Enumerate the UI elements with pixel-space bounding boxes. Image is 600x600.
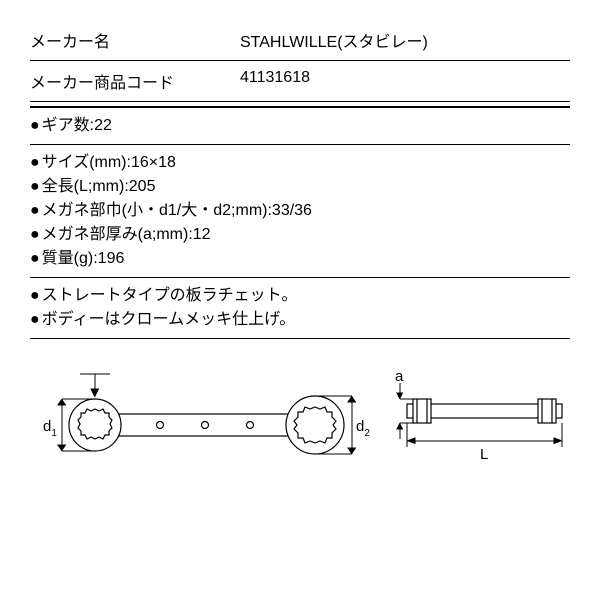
bullet-icon: ● (30, 154, 40, 171)
a-label: a (395, 369, 404, 385)
wrench-top-view: d1 d2 (40, 369, 370, 469)
bullet-icon: ● (30, 250, 40, 267)
spec-ring-thick: メガネ部厚み(a;mm):12 (42, 226, 211, 243)
gear-section: ●ギア数:22 (30, 108, 570, 145)
code-label: メーカー商品コード (30, 69, 240, 93)
note-1: ストレートタイプの板ラチェット。 (42, 287, 298, 304)
spec-mass: 質量(g):196 (42, 250, 125, 267)
d1-label: d1 (43, 418, 57, 439)
maker-label: メーカー名 (30, 28, 240, 52)
bullet-icon: ● (30, 178, 40, 195)
maker-value: STAHLWILLE(スタビレー) (240, 28, 570, 52)
spec-size: サイズ(mm):16×18 (42, 154, 176, 171)
diagram-area: d1 d2 (30, 369, 570, 469)
bullet-icon: ● (30, 287, 40, 304)
spec-gear: ギア数:22 (42, 117, 112, 134)
bullet-icon: ● (30, 117, 40, 134)
bullet-icon: ● (30, 226, 40, 243)
bullet-icon: ● (30, 311, 40, 328)
spec-ring-width: メガネ部巾(小・d1/大・d2;mm):33/36 (42, 202, 312, 219)
code-value: 41131618 (240, 69, 570, 93)
notes-section: ●ストレートタイプの板ラチェット。 ●ボディーはクロームメッキ仕上げ。 (30, 278, 570, 339)
L-label: L (480, 446, 488, 463)
note-2: ボディーはクロームメッキ仕上げ。 (42, 311, 296, 328)
wrench-side-view: a L (395, 369, 575, 469)
dimensions-section: ●サイズ(mm):16×18 ●全長(L;mm):205 ●メガネ部巾(小・d1… (30, 145, 570, 278)
d2-label: d2 (356, 418, 370, 439)
bullet-icon: ● (30, 202, 40, 219)
spec-length: 全長(L;mm):205 (42, 178, 156, 195)
